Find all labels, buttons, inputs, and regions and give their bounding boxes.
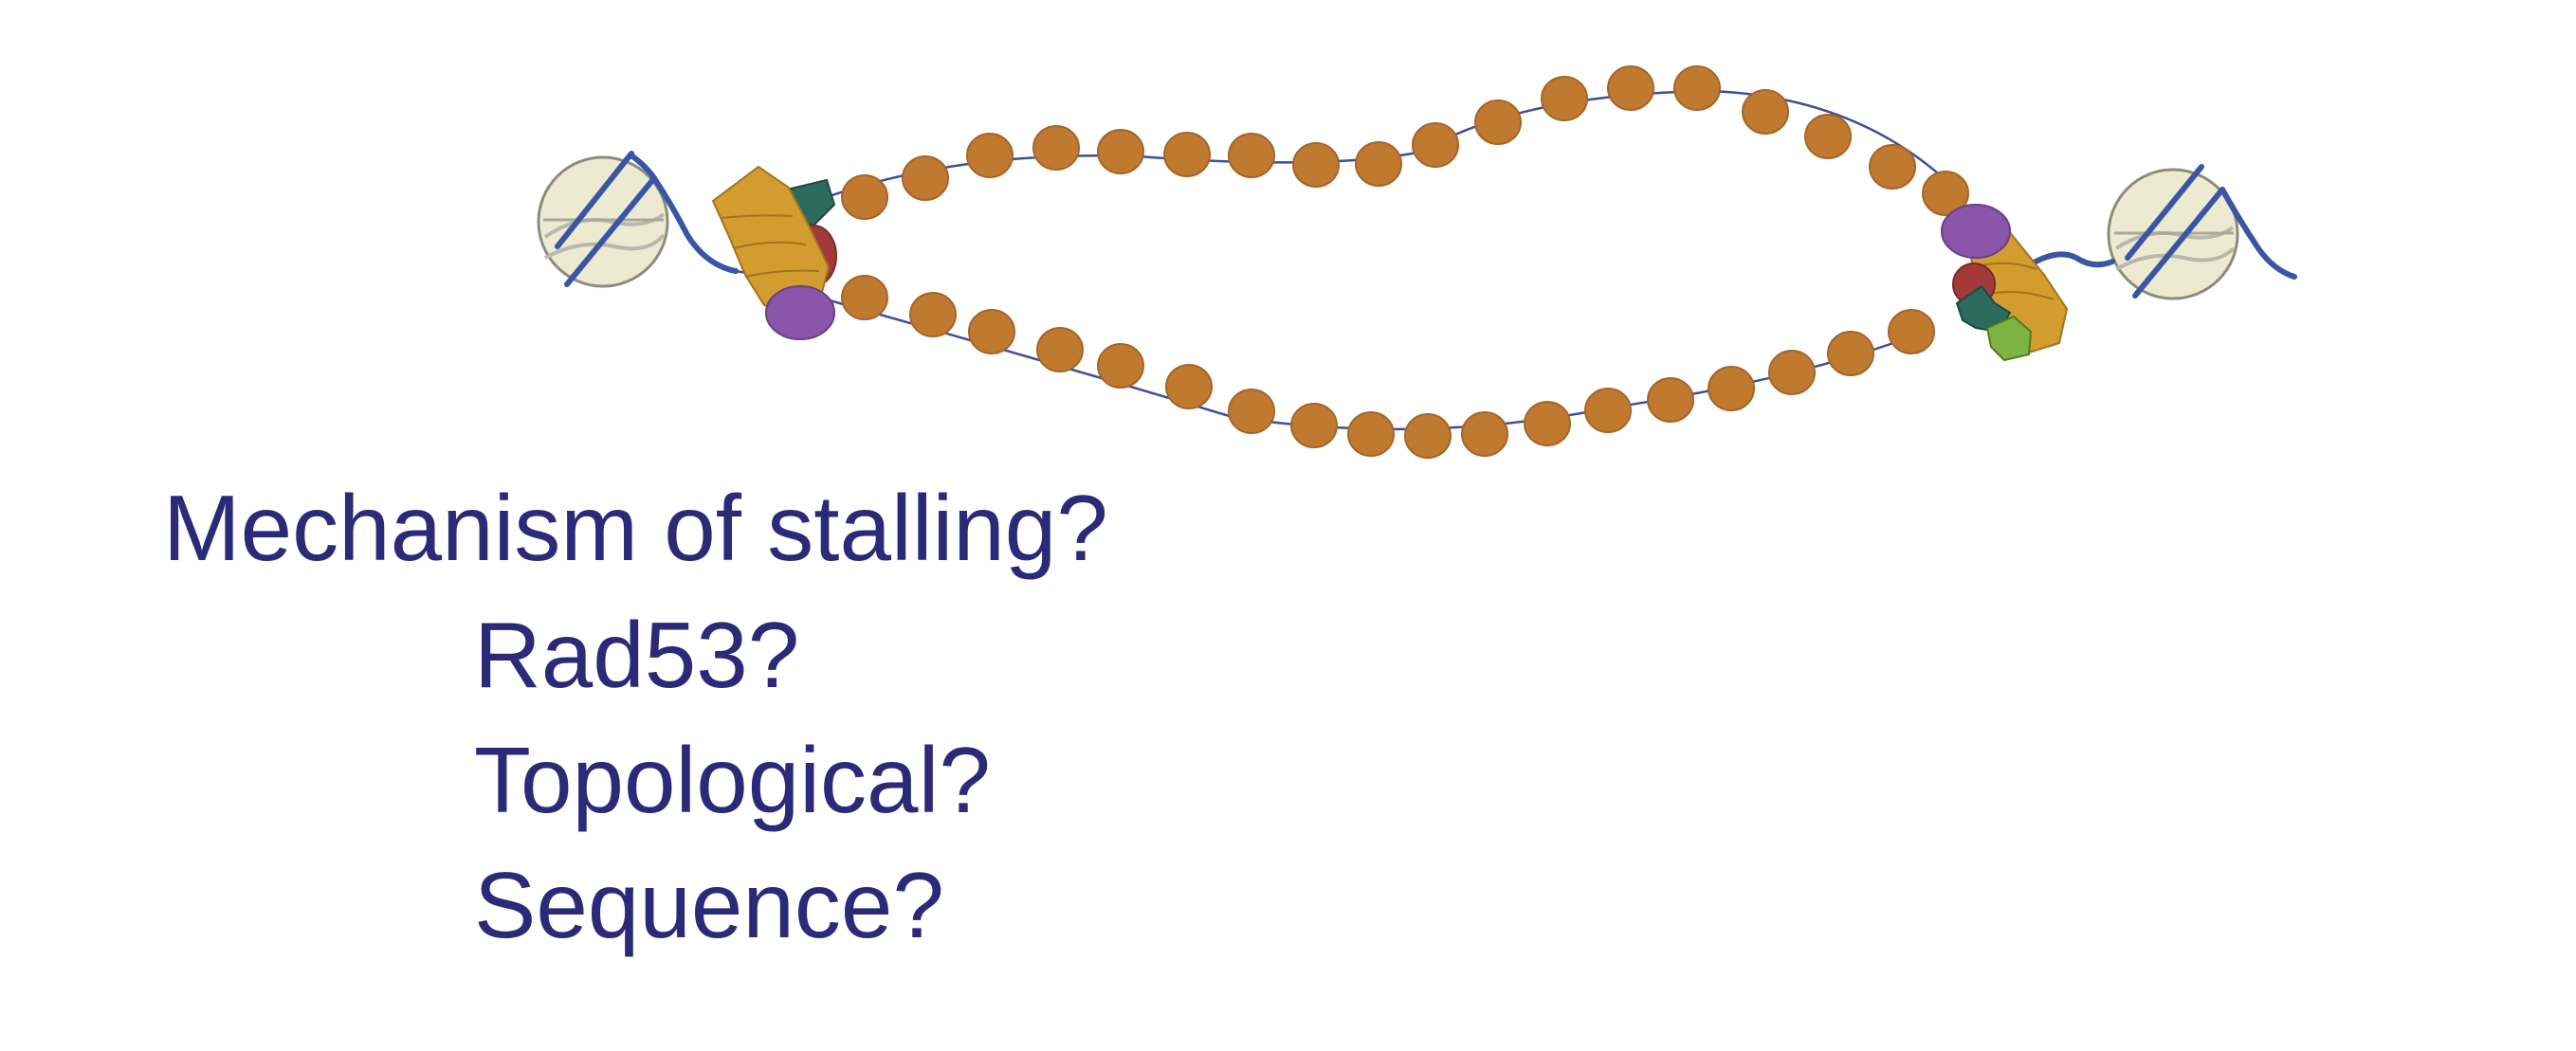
right-dna-strand — [2220, 187, 2297, 280]
nucleosome — [1768, 350, 1816, 395]
right-dna-link — [2026, 251, 2115, 268]
nucleosome — [841, 275, 888, 320]
question-topological: Topological? — [474, 728, 991, 832]
nucleosome — [1036, 327, 1084, 372]
nucleosome — [1541, 76, 1588, 121]
nucleosome — [1869, 144, 1916, 190]
nucleosome — [1032, 125, 1080, 171]
replisome-right-icon — [1941, 204, 2069, 362]
nucleosome — [1647, 377, 1694, 423]
nucleosome — [1888, 309, 1935, 354]
question-title: Mechanism of stalling? — [163, 476, 1108, 580]
nucleosome — [968, 309, 1015, 354]
nucleosome — [1804, 114, 1852, 159]
nucleosome — [1673, 65, 1721, 111]
question-sequence: Sequence? — [474, 853, 944, 957]
nucleosome — [1412, 122, 1459, 168]
nucleosome — [1922, 171, 1969, 216]
nucleosome — [1461, 411, 1508, 457]
nucleosome — [966, 133, 1014, 178]
nucleosome — [1524, 401, 1571, 446]
lower-nucleosome-string — [841, 275, 1935, 459]
left-dna-strand — [651, 175, 739, 274]
question-rad53: Rad53? — [474, 603, 800, 707]
nucleosome — [1607, 65, 1654, 111]
nucleosome — [1827, 331, 1874, 376]
nucleosome — [1708, 366, 1755, 411]
nucleosome — [1474, 100, 1522, 145]
nucleosome — [1347, 411, 1395, 457]
left-origin-icon — [537, 151, 669, 288]
lower-linker-dna — [805, 292, 1926, 431]
nucleosome — [1742, 89, 1789, 135]
nucleosome — [1292, 142, 1340, 188]
right-origin-icon — [2107, 164, 2239, 300]
nucleosome — [1355, 141, 1402, 187]
nucleosome — [902, 155, 949, 201]
upper-nucleosome-string — [841, 65, 1969, 220]
nucleosome — [1163, 132, 1211, 177]
nucleosome — [1584, 388, 1632, 433]
replisome-left-icon — [711, 165, 837, 340]
nucleosome — [1228, 133, 1275, 178]
nucleosome — [1404, 413, 1452, 459]
nucleosome — [1097, 129, 1144, 174]
nucleosome — [1165, 364, 1213, 409]
nucleosome — [1290, 403, 1338, 448]
nucleosome — [1097, 343, 1144, 389]
nucleosome — [909, 292, 957, 337]
nucleosome — [1228, 389, 1275, 434]
nucleosome — [841, 174, 888, 220]
